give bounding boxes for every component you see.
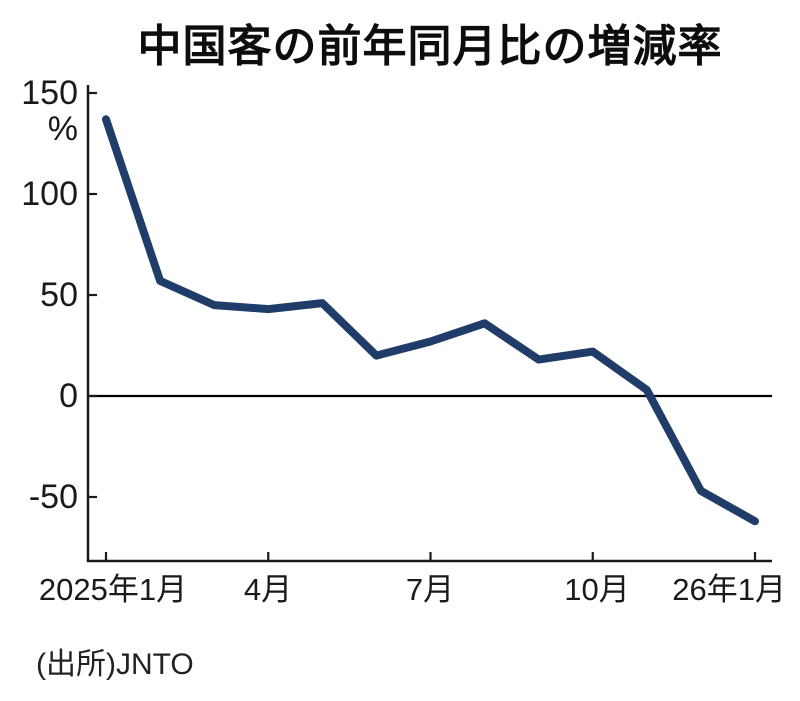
x-tick-label-2025-jan: 2025年1月: [38, 572, 188, 607]
x-tick-label-oct: 10月: [564, 572, 630, 607]
x-tick-label-apr: 4月: [243, 572, 293, 607]
y-tick-label-minus50: -50: [28, 478, 78, 516]
source-label: (出所)JNTO: [36, 648, 194, 681]
y-tick-label-150: 150: [21, 74, 78, 112]
x-tick-label-jul: 7月: [405, 572, 455, 607]
x-tick-label-2026-jan: 26年1月: [672, 572, 786, 607]
y-tick-label-100: 100: [21, 175, 78, 213]
data-series-line: [102, 115, 759, 526]
y-tick-label-50: 50: [40, 276, 78, 314]
y-tick-label-0: 0: [59, 377, 78, 415]
y-axis-unit-label: %: [47, 110, 78, 148]
chart-title: 中国客の前年同月比の増減率: [137, 22, 723, 71]
